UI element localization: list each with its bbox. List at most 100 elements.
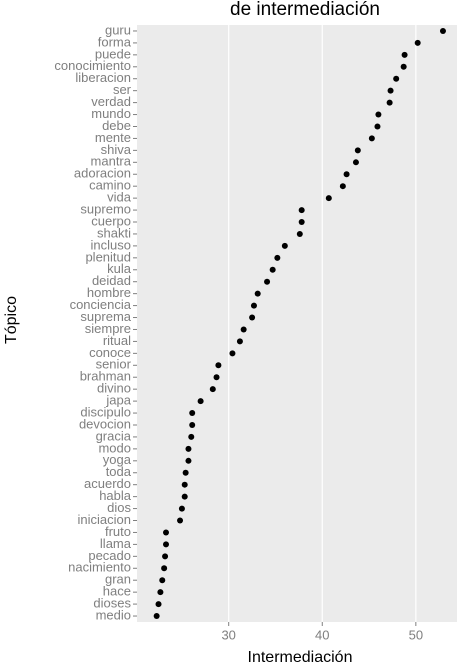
dot — [240, 326, 247, 333]
dot — [182, 469, 189, 476]
dot — [161, 565, 168, 572]
dot — [368, 135, 375, 142]
dot — [178, 505, 185, 512]
y-tick-label: hace — [103, 584, 131, 599]
dot — [354, 147, 361, 154]
y-tick-label: plenitud — [85, 249, 131, 264]
y-tick-label: kula — [107, 261, 132, 276]
dot — [185, 457, 192, 464]
y-tick-label: acuerdo — [84, 476, 131, 491]
dot — [264, 278, 271, 285]
dot — [249, 314, 256, 321]
y-tick-label: discipulo — [80, 404, 131, 419]
dot — [215, 362, 222, 369]
y-tick-label: senior — [96, 357, 132, 372]
y-tick-label: supremo — [80, 202, 131, 217]
dot — [352, 159, 359, 166]
y-tick-label: shakti — [97, 225, 131, 240]
y-tick-label: guru — [105, 22, 131, 37]
y-tick-label: habla — [99, 488, 132, 503]
y-tick-label: hombre — [87, 285, 131, 300]
y-tick-label: incluso — [91, 237, 131, 252]
dot — [250, 302, 257, 309]
dot — [162, 553, 169, 560]
y-tick-label: brahman — [80, 369, 131, 384]
dot — [163, 541, 170, 548]
y-tick-label: verdad — [91, 94, 131, 109]
y-tick-label: dioses — [93, 596, 131, 611]
dot — [414, 39, 421, 46]
y-tick-label: puede — [95, 46, 131, 61]
dot — [269, 266, 276, 273]
y-tick-label: medio — [96, 607, 131, 622]
y-tick-label: mantra — [91, 154, 132, 169]
dot — [181, 481, 188, 488]
dot — [185, 445, 192, 452]
dot — [400, 63, 407, 70]
dot — [236, 338, 243, 345]
y-tick-label: devocion — [79, 416, 131, 431]
x-axis-title: Intermediación — [248, 649, 353, 666]
dot — [374, 123, 381, 130]
dot — [298, 219, 305, 226]
y-tick-label: ser — [113, 82, 132, 97]
y-tick-label: forma — [98, 34, 132, 49]
y-tick-label: conciencia — [70, 297, 132, 312]
dot — [254, 290, 261, 297]
x-tick-label: 50 — [409, 627, 423, 642]
y-tick-label: gran — [105, 572, 131, 587]
dot — [209, 386, 216, 393]
dot — [159, 577, 166, 584]
y-tick-label: japa — [105, 393, 131, 408]
dot — [229, 350, 236, 357]
dot — [177, 517, 184, 524]
dot — [386, 99, 393, 106]
dot — [188, 433, 195, 440]
y-tick-label: dios — [107, 500, 131, 515]
y-tick-label: mente — [95, 130, 131, 145]
y-tick-label: ritual — [103, 333, 131, 348]
y-tick-label: divino — [97, 381, 131, 396]
dot — [274, 254, 281, 261]
y-tick-label: llama — [100, 536, 132, 551]
dot — [325, 195, 332, 202]
y-tick-label: pecado — [88, 548, 131, 563]
y-tick-label: shiva — [101, 142, 132, 157]
dot — [393, 75, 400, 82]
y-tick-label: mundo — [91, 106, 131, 121]
dot — [189, 421, 196, 428]
y-tick-label: suprema — [80, 309, 131, 324]
x-tick-label: 40 — [315, 627, 329, 642]
y-tick-label: yoga — [103, 452, 132, 467]
dot — [339, 183, 346, 190]
y-tick-label: cuerpo — [91, 213, 131, 228]
y-tick-label: vida — [107, 190, 132, 205]
dot — [343, 171, 350, 178]
dot — [155, 601, 162, 608]
y-tick-label: conoce — [89, 345, 131, 360]
y-tick-label: deidad — [92, 273, 131, 288]
dot — [157, 589, 164, 596]
plot-panel — [137, 25, 457, 622]
dot — [197, 398, 204, 405]
y-tick-label: liberacion — [75, 70, 131, 85]
dot — [298, 207, 305, 214]
dot — [401, 51, 408, 58]
dot — [213, 374, 220, 381]
y-tick-label: nacimiento — [68, 560, 131, 575]
y-tick-label: modo — [98, 440, 131, 455]
dot — [296, 230, 303, 237]
dot — [281, 242, 288, 249]
y-tick-label: gracia — [96, 428, 132, 443]
dot — [375, 111, 382, 118]
y-tick-label: toda — [106, 464, 132, 479]
dot — [189, 410, 196, 417]
x-tick-label: 30 — [221, 627, 235, 642]
dot — [153, 613, 160, 620]
dot — [163, 529, 170, 536]
dot — [181, 493, 188, 500]
dot — [387, 87, 394, 94]
chart-title: de intermediación — [230, 0, 380, 20]
y-tick-label: iniciacion — [78, 512, 131, 527]
